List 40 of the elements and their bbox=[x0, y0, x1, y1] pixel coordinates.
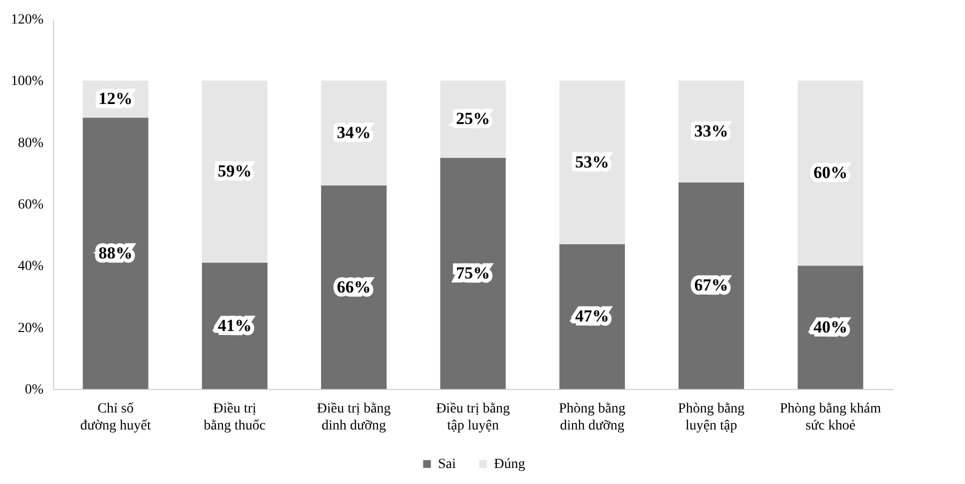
bar bbox=[202, 80, 268, 263]
data-label: 53% bbox=[575, 152, 610, 172]
x-tick-label: Phòng bằng luyện tập bbox=[678, 402, 745, 434]
bar bbox=[440, 158, 506, 389]
bar bbox=[798, 80, 864, 266]
bar bbox=[559, 80, 625, 244]
data-label: 75% bbox=[456, 263, 490, 282]
y-tick-label: 20% bbox=[18, 320, 44, 336]
bar bbox=[321, 186, 387, 389]
data-label: 12% bbox=[98, 89, 133, 108]
y-tick-label: 40% bbox=[18, 259, 44, 274]
y-tick-label: 0% bbox=[24, 382, 44, 398]
bar bbox=[678, 182, 744, 389]
x-tick-label: Phòng bằng khám sức khoẻ bbox=[780, 402, 882, 434]
data-label: 25% bbox=[456, 109, 490, 128]
y-tick-label: 60% bbox=[18, 198, 44, 212]
data-label: 40% bbox=[813, 317, 848, 336]
x-tick-label: Phòng bằng dinh dưỡng bbox=[558, 402, 626, 434]
data-label: 59% bbox=[218, 162, 252, 181]
bar bbox=[798, 266, 864, 389]
x-tick-label: Điều trị bằng tập luyện bbox=[436, 402, 510, 434]
bar bbox=[202, 262, 268, 389]
data-label: 33% bbox=[694, 122, 728, 141]
data-label: 34% bbox=[336, 123, 371, 142]
bar bbox=[559, 244, 625, 389]
data-label: 60% bbox=[813, 163, 848, 182]
y-tick-label: 100% bbox=[10, 74, 44, 90]
data-label: 66% bbox=[336, 277, 371, 296]
data-label: 67% bbox=[694, 276, 728, 295]
x-tick-label: Chỉ số đường huyết bbox=[80, 402, 151, 434]
legend-label: Đúng bbox=[494, 457, 526, 472]
legend-label: Sai bbox=[438, 457, 456, 472]
data-label: 41% bbox=[218, 316, 252, 335]
data-label: 47% bbox=[575, 306, 610, 326]
y-tick-label: 120% bbox=[10, 12, 44, 28]
y-tick-label: 80% bbox=[18, 136, 44, 151]
x-tick-label: Điều trị bằng dinh dưỡng bbox=[316, 402, 391, 434]
x-tick-label: Điều trị bằng thuốc bbox=[204, 402, 266, 434]
bar bbox=[82, 118, 148, 389]
data-label: 88% bbox=[98, 243, 133, 262]
